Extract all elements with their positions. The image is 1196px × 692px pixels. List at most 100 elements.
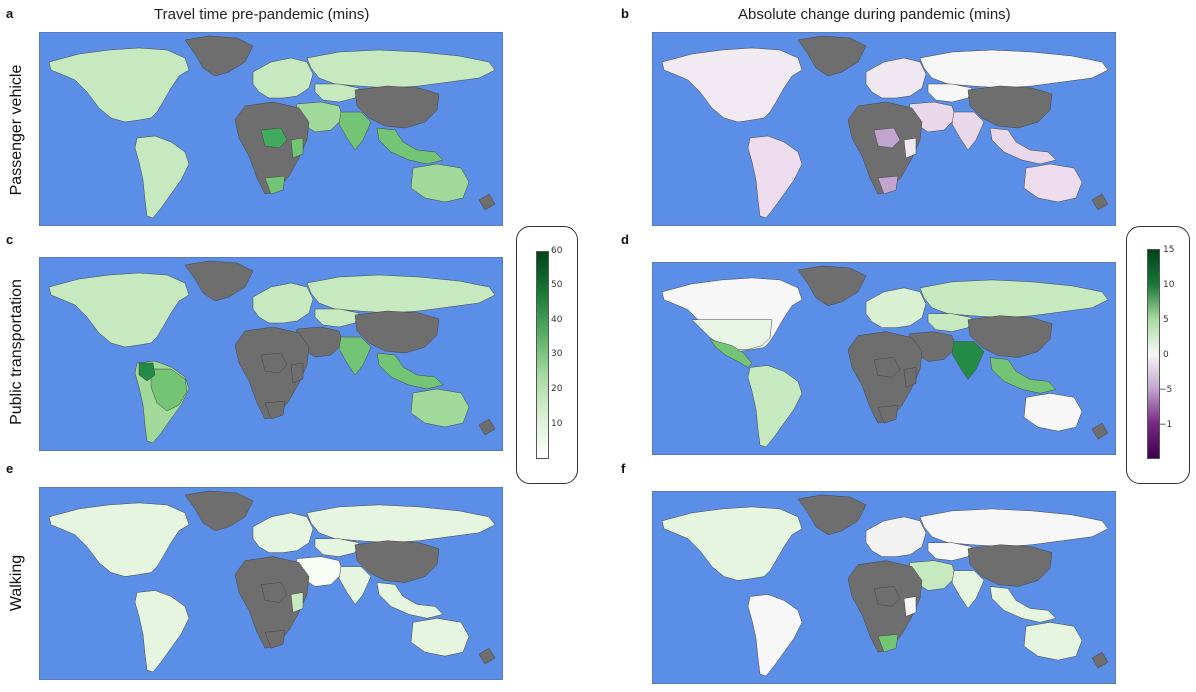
panel-letter-c: c [6, 232, 14, 247]
panel-letter-e: e [6, 461, 14, 476]
region-east-africa [290, 592, 304, 613]
region-australia [410, 618, 470, 657]
map-panel-e [39, 487, 503, 680]
column-title-pre-pandemic: Travel time pre-pandemic (mins) [154, 6, 370, 23]
region-india [338, 336, 372, 376]
region-se-asia [989, 357, 1057, 394]
region-south-africa [264, 400, 286, 420]
region-russia [919, 279, 1109, 318]
region-south-america [747, 594, 803, 677]
panel-letter-a: a [6, 6, 14, 21]
colorbar-right-tick: −1 [1159, 420, 1173, 430]
region-mexico [709, 339, 753, 368]
region-australia [410, 163, 470, 203]
region-china [967, 315, 1053, 358]
region-china [354, 310, 440, 354]
row-label-public-transportation: Public transportation [8, 279, 25, 425]
colorbar-left-tick: 50 [551, 280, 563, 290]
region-india [338, 111, 372, 151]
region-antarctic-bits [1091, 422, 1109, 440]
region-europe [865, 287, 927, 328]
region-antarctic-bits [478, 418, 496, 436]
region-antarctic-bits [478, 647, 496, 665]
region-brazil [150, 368, 188, 412]
region-australia [1023, 622, 1083, 661]
region-south-america [747, 365, 803, 448]
region-greenland [184, 490, 254, 532]
row-label-walking: Walking [8, 554, 25, 612]
region-north-america [48, 272, 190, 348]
region-north-america [661, 47, 803, 123]
region-se-asia [989, 586, 1057, 623]
colorbar-left-tick: 30 [551, 349, 563, 359]
region-antarctic-bits [478, 193, 496, 211]
colorbar-right-tick: 10 [1163, 280, 1175, 290]
colorbar-left-tick: 60 [551, 246, 563, 256]
region-east-africa [290, 137, 304, 159]
region-greenland [797, 265, 867, 307]
region-us [691, 319, 773, 350]
region-central-asia [927, 83, 973, 103]
region-east-africa [903, 367, 917, 388]
colorbar-left-tick: 20 [551, 384, 563, 394]
region-central-africa [260, 352, 288, 374]
colorbar-right-tick: 5 [1163, 315, 1169, 325]
region-se-asia [376, 582, 444, 619]
region-south-africa [264, 629, 286, 649]
region-se-asia [376, 127, 444, 165]
region-south-africa [877, 633, 899, 653]
region-central-africa [873, 127, 901, 149]
region-china [354, 540, 440, 583]
region-china [967, 85, 1053, 129]
map-panel-d [652, 262, 1116, 455]
region-north-america [48, 502, 190, 577]
region-north-america [661, 506, 803, 581]
region-south-africa [877, 404, 899, 424]
panel-letter-f: f [621, 461, 626, 476]
colorbar-right-tick: 0 [1163, 350, 1169, 360]
region-central-asia [927, 542, 973, 561]
region-central-africa [873, 357, 901, 378]
region-australia [1023, 163, 1083, 203]
region-india [951, 341, 985, 380]
region-colombia [138, 362, 156, 382]
row-label-passenger-vehicle: Passenger vehicle [8, 64, 25, 196]
region-india [338, 566, 372, 605]
region-central-africa [260, 127, 288, 149]
region-east-africa [290, 362, 304, 384]
region-south-america [134, 135, 190, 219]
region-north-america [48, 47, 190, 123]
panel-letter-d: d [621, 232, 629, 247]
region-china [967, 544, 1053, 587]
region-russia [919, 508, 1109, 547]
region-south-africa [264, 175, 286, 195]
region-south-africa [877, 175, 899, 195]
region-antarctic-bits [1091, 651, 1109, 669]
region-europe [252, 282, 314, 324]
map-panel-f [652, 491, 1116, 684]
region-greenland [797, 494, 867, 536]
map-panel-a [39, 32, 503, 226]
region-greenland [184, 35, 254, 77]
region-india [951, 570, 985, 609]
region-europe [252, 57, 314, 99]
region-europe [865, 516, 927, 557]
region-central-asia [314, 308, 360, 328]
region-europe [865, 57, 927, 99]
region-china [354, 85, 440, 129]
region-antarctic-bits [1091, 193, 1109, 211]
map-panel-c [39, 257, 503, 451]
region-central-asia [314, 83, 360, 103]
region-india [951, 111, 985, 151]
colorbar-left-frame: 60 50 40 30 20 10 [516, 226, 578, 484]
region-se-asia [376, 352, 444, 390]
region-east-africa [903, 137, 917, 159]
region-east-africa [903, 596, 917, 617]
colorbar-right-tick: −5 [1159, 385, 1173, 395]
region-central-africa [260, 582, 288, 603]
region-greenland [797, 35, 867, 77]
colorbar-right-gradient [1147, 249, 1160, 459]
region-se-asia [989, 127, 1057, 165]
region-south-america [747, 135, 803, 219]
region-russia [306, 49, 496, 89]
